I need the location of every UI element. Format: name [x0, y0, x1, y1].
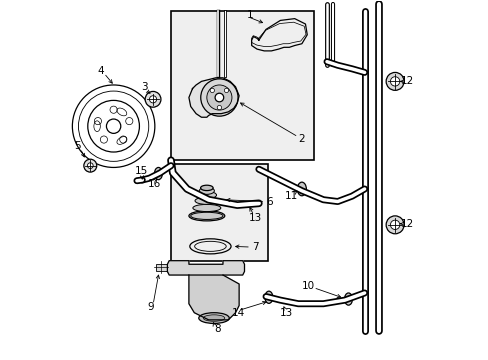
Bar: [156, 264, 166, 271]
Text: 15: 15: [135, 166, 148, 176]
Ellipse shape: [297, 182, 306, 196]
Circle shape: [389, 220, 399, 229]
Circle shape: [386, 72, 403, 90]
Circle shape: [224, 88, 228, 93]
Polygon shape: [188, 78, 239, 117]
Ellipse shape: [192, 204, 221, 212]
Circle shape: [149, 96, 156, 103]
Text: 12: 12: [400, 76, 413, 86]
Circle shape: [201, 79, 238, 116]
Text: 16: 16: [147, 179, 161, 189]
Text: 8: 8: [214, 324, 221, 334]
Text: 14: 14: [231, 309, 244, 318]
Text: 2: 2: [298, 134, 305, 144]
Circle shape: [389, 77, 399, 86]
Circle shape: [83, 159, 97, 172]
Text: 13: 13: [248, 213, 262, 222]
Circle shape: [206, 85, 231, 110]
Text: 11: 11: [284, 191, 297, 201]
Ellipse shape: [200, 185, 213, 190]
Text: 1: 1: [246, 10, 253, 20]
Text: 7: 7: [251, 242, 258, 252]
FancyBboxPatch shape: [171, 12, 314, 160]
Text: 10: 10: [301, 281, 314, 291]
Polygon shape: [167, 261, 244, 275]
Ellipse shape: [264, 291, 272, 303]
Ellipse shape: [188, 211, 224, 221]
Ellipse shape: [154, 167, 162, 180]
Text: 4: 4: [98, 66, 104, 76]
Circle shape: [386, 216, 403, 234]
FancyBboxPatch shape: [171, 164, 267, 261]
Ellipse shape: [198, 313, 229, 323]
Text: 13: 13: [280, 308, 293, 318]
Text: 5: 5: [74, 141, 81, 151]
Ellipse shape: [203, 315, 224, 321]
Ellipse shape: [199, 187, 214, 194]
Ellipse shape: [195, 197, 218, 204]
Ellipse shape: [190, 212, 223, 220]
Circle shape: [217, 105, 221, 110]
Text: 9: 9: [147, 302, 154, 312]
Circle shape: [87, 163, 93, 168]
Circle shape: [210, 88, 214, 93]
Circle shape: [145, 91, 161, 107]
Text: 3: 3: [141, 82, 148, 92]
Ellipse shape: [197, 192, 216, 199]
Polygon shape: [188, 275, 239, 320]
Text: 6: 6: [266, 197, 272, 207]
Circle shape: [215, 93, 223, 102]
Text: 12: 12: [400, 219, 413, 229]
Ellipse shape: [344, 293, 352, 305]
